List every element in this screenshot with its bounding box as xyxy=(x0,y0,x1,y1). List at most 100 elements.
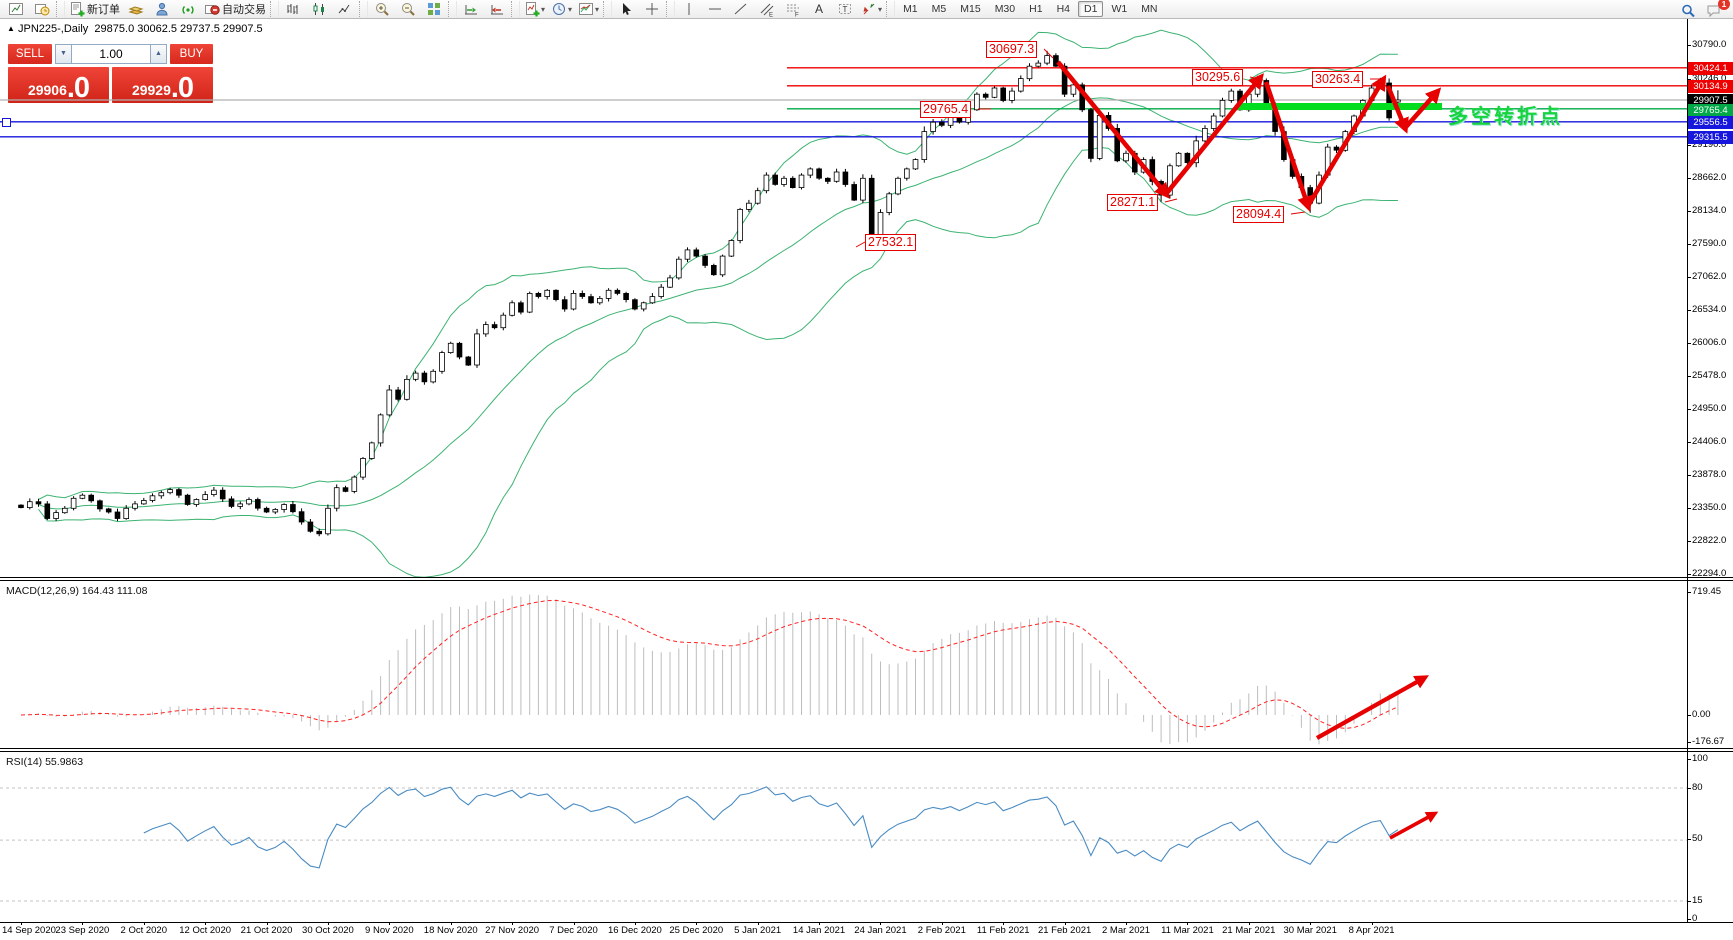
bar-chart-mode-button[interactable] xyxy=(280,0,306,19)
trend-arrows[interactable] xyxy=(1056,60,1442,212)
price-annotation-label[interactable]: 27532.1 xyxy=(865,234,917,251)
date-tick-mark xyxy=(1126,922,1128,925)
text-tool-button[interactable]: A xyxy=(806,0,832,19)
timeframe-H1[interactable]: H1 xyxy=(1029,3,1043,15)
candlestick-mode-button[interactable] xyxy=(306,0,332,19)
date-tick-mark xyxy=(450,922,452,925)
equidistant-channel-tool-button[interactable]: E xyxy=(754,0,780,19)
price-annotation-label[interactable]: 28094.4 xyxy=(1233,206,1285,223)
market-watch-button[interactable] xyxy=(123,0,149,19)
periods-button[interactable]: ▾ xyxy=(548,0,575,19)
channel-icon: E xyxy=(760,3,774,19)
price-annotation-label[interactable]: 29765.4 xyxy=(920,101,972,118)
collapse-icon[interactable]: ▲ xyxy=(7,24,15,33)
dropdown-caret-icon[interactable]: ▾ xyxy=(568,4,573,14)
templates-icon xyxy=(579,3,594,15)
label-tool-button[interactable]: T xyxy=(832,0,858,19)
tile-windows-button[interactable] xyxy=(421,0,447,19)
search-icon xyxy=(1682,4,1695,17)
price-chart[interactable] xyxy=(0,19,1687,578)
zoom-in-button[interactable] xyxy=(369,0,395,19)
horizontal-line-tool-button[interactable] xyxy=(702,0,728,19)
new-order-label: 新订单 xyxy=(87,4,120,16)
timeframe-D1[interactable]: D1 xyxy=(1078,1,1104,17)
cursor-tool-button[interactable] xyxy=(613,0,639,19)
toolbar-separator xyxy=(270,1,279,17)
volume-increase-button[interactable]: ▲ xyxy=(150,44,167,64)
panel-separator[interactable] xyxy=(0,577,1733,581)
date-label: 2 Mar 2021 xyxy=(1101,925,1151,936)
indicators-list-button[interactable]: ▾ xyxy=(521,0,548,19)
timeframe-W1[interactable]: W1 xyxy=(1111,3,1128,15)
macd-panel[interactable] xyxy=(0,582,1687,748)
price-tick-mark xyxy=(1687,244,1691,245)
sell-button[interactable]: SELL xyxy=(8,44,52,64)
dropdown-caret-icon[interactable]: ▾ xyxy=(595,4,600,14)
zoom-out-button[interactable] xyxy=(395,0,421,19)
date-label: 25 Dec 2020 xyxy=(669,925,724,936)
trendline-tool-button[interactable] xyxy=(728,0,754,19)
timeframe-M5[interactable]: M5 xyxy=(931,3,947,15)
auto-scroll-button[interactable] xyxy=(458,0,484,19)
rsi-panel[interactable] xyxy=(0,753,1687,922)
crosshair-tool-button[interactable] xyxy=(639,0,665,19)
horizontal-lines[interactable] xyxy=(0,67,1687,138)
chart-profiles-button[interactable] xyxy=(29,0,55,19)
new-order-button[interactable]: 新订单 xyxy=(66,0,123,19)
trendline-icon xyxy=(734,3,747,15)
date-label: 2 Oct 2020 xyxy=(120,925,168,936)
dropdown-caret-icon[interactable]: ▾ xyxy=(541,4,546,14)
price-annotation-label[interactable]: 30697.3 xyxy=(986,41,1038,58)
toolbar-separator xyxy=(886,1,896,17)
terminal-button[interactable] xyxy=(175,0,201,19)
ohlc-readout: 29875.0 30062.5 29737.5 29907.5 xyxy=(94,23,263,35)
buy-price[interactable]: 29929.0 xyxy=(112,67,213,103)
timeframe-M1[interactable]: M1 xyxy=(903,3,918,15)
date-tick-mark xyxy=(205,922,207,925)
rsi-tick-label: 100 xyxy=(1692,753,1708,764)
arrows-tool-button[interactable]: ▾ xyxy=(858,0,885,19)
dropdown-caret-icon[interactable]: ▾ xyxy=(878,4,883,14)
line-chart-mode-button[interactable] xyxy=(332,0,358,19)
panel-separator[interactable] xyxy=(0,748,1733,752)
support-zone-highlight[interactable] xyxy=(1237,103,1442,110)
date-tick-mark xyxy=(1064,922,1066,925)
buy-button[interactable]: BUY xyxy=(170,44,213,64)
sell-price[interactable]: 29906.0 xyxy=(8,67,109,103)
timeframe-MN[interactable]: MN xyxy=(1141,3,1158,15)
price-annotation-label[interactable]: 30263.4 xyxy=(1312,71,1364,88)
toolbar-separator xyxy=(666,1,676,17)
chart-title: ▲ JPN225-,Daily 29875.0 30062.5 29737.5 … xyxy=(7,23,263,35)
price-tick-label: 22294.0 xyxy=(1692,568,1727,579)
autotrading-button[interactable]: 自动交易 xyxy=(201,0,269,19)
price-annotation-label[interactable]: 28271.1 xyxy=(1107,194,1159,211)
price-annotation-label[interactable]: 30295.6 xyxy=(1192,69,1244,86)
rsi-tick-label: 80 xyxy=(1692,782,1703,793)
main-toolbar: 新订单 自动交易 ▾ ▾ ▾ E F A T ▾ M1 M5 M15 M30 H1 H4 D1 W1 MN 1 xyxy=(0,0,1733,19)
date-tick-mark xyxy=(1248,922,1250,925)
price-axis-line xyxy=(1687,19,1688,922)
new-chart-button[interactable] xyxy=(3,0,29,19)
vertical-line-tool-button[interactable] xyxy=(676,0,702,19)
macd-tick-label: 719.45 xyxy=(1692,586,1722,597)
search-button[interactable] xyxy=(1675,1,1701,20)
date-tick-mark xyxy=(1003,922,1005,925)
timeframe-H4[interactable]: H4 xyxy=(1056,3,1070,15)
periods-clock-icon xyxy=(553,3,566,15)
market-watch-icon xyxy=(128,6,144,15)
macd-tick-mark xyxy=(1687,715,1691,716)
date-label: 9 Nov 2020 xyxy=(365,925,414,936)
templates-button[interactable]: ▾ xyxy=(575,0,602,19)
timeframe-M15[interactable]: M15 xyxy=(960,3,981,15)
candlestick-series xyxy=(18,50,1401,537)
date-tick-mark xyxy=(1371,922,1373,925)
timeframe-M30[interactable]: M30 xyxy=(994,3,1016,15)
turning-point-annotation[interactable]: 多空转折点 xyxy=(1448,106,1563,128)
notifications-button[interactable]: 1 xyxy=(1701,0,1730,20)
chart-shift-button[interactable] xyxy=(484,0,510,19)
line-selection-handle[interactable] xyxy=(2,118,11,127)
date-tick-mark xyxy=(634,922,636,925)
fibonacci-tool-button[interactable]: F xyxy=(780,0,806,19)
price-tick-mark xyxy=(1687,145,1691,146)
navigator-button[interactable] xyxy=(149,0,175,19)
